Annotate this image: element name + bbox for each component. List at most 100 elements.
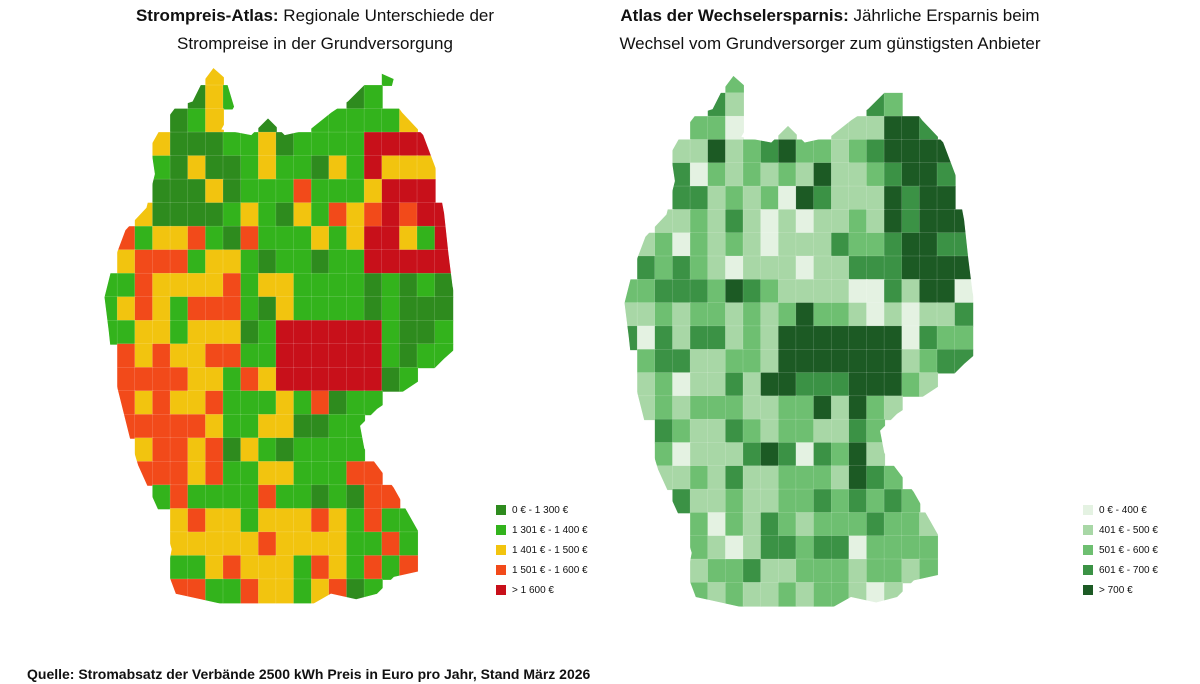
region-cell [222, 202, 242, 228]
region-cell [328, 367, 348, 392]
region-cell [346, 202, 366, 228]
region-cell [866, 442, 886, 467]
region-cell [883, 162, 903, 188]
region-cell [258, 202, 278, 228]
region-cell [363, 531, 383, 557]
region-cell [310, 367, 331, 392]
region-cell [848, 302, 868, 328]
region-cell [275, 531, 295, 557]
region-cell [725, 535, 745, 561]
region-cell [363, 131, 383, 157]
region-cell [954, 279, 974, 304]
region-cell [346, 437, 366, 463]
region-cell [134, 343, 154, 369]
region-cell [866, 372, 886, 398]
region-cell [848, 372, 868, 398]
region-cell [258, 437, 278, 463]
region-cell [169, 343, 189, 369]
region-cell [689, 139, 709, 164]
region-cell [866, 535, 886, 561]
region-cell [328, 202, 348, 228]
region-cell [901, 302, 921, 328]
region-cell [654, 279, 674, 304]
region-cell [707, 232, 727, 258]
region-cell [134, 202, 154, 228]
region-cell [725, 92, 745, 118]
region-cell [725, 255, 745, 281]
region-cell [434, 320, 454, 345]
region-cell [293, 367, 313, 392]
region-cell [725, 465, 745, 491]
region-cell [654, 255, 674, 281]
region-cell [169, 578, 189, 604]
region-cell [689, 535, 709, 561]
legend-swatch [496, 505, 506, 515]
region-cell [240, 414, 260, 440]
legend-entry: 1 501 € - 1 600 € [496, 560, 588, 580]
region-cell [795, 488, 815, 514]
region-cell [205, 461, 225, 487]
right-title-rest: Jährliche Ersparnis beim [848, 6, 1040, 25]
region-cell [152, 343, 172, 369]
region-cell [240, 531, 260, 557]
region-cell [381, 320, 401, 345]
region-cell [205, 84, 225, 110]
region-cell [275, 390, 295, 416]
region-cell [187, 108, 207, 134]
region-cell [813, 325, 833, 351]
region-cell [778, 349, 798, 374]
region-cell [725, 488, 745, 514]
region-cell [222, 343, 242, 369]
region-cell [636, 372, 656, 398]
region-cell [258, 178, 278, 204]
legend-entry: 501 € - 600 € [1083, 540, 1158, 560]
region-cell [381, 508, 401, 534]
region-cell [725, 75, 745, 95]
region-cell [363, 508, 383, 534]
region-cell [742, 442, 762, 467]
region-cell [848, 395, 868, 421]
region-cell [275, 155, 295, 181]
region-cell [240, 272, 260, 298]
region-cell [778, 418, 798, 444]
region-cell [936, 279, 956, 304]
region-cell [187, 484, 207, 510]
region-cell [363, 343, 383, 369]
region-cell [672, 465, 692, 491]
region-cell [742, 232, 762, 258]
region-cell [778, 302, 798, 328]
region-cell [346, 272, 366, 298]
region-cell [848, 279, 868, 304]
region-cell [795, 185, 815, 211]
legend-label: > 700 € [1099, 584, 1133, 596]
region-cell [416, 249, 436, 275]
region-cell [381, 131, 401, 157]
region-cell [381, 249, 401, 275]
region-cell [778, 115, 798, 141]
region-cell [134, 225, 154, 251]
region-cell [901, 115, 921, 141]
region-cell [778, 279, 798, 304]
region-cell [434, 202, 454, 228]
region-cell [954, 349, 974, 374]
region-cell [363, 249, 383, 275]
region-cell [363, 178, 383, 204]
region-cell [901, 162, 921, 188]
region-cell [116, 249, 136, 275]
region-cell [760, 279, 780, 304]
region-cell [205, 296, 225, 322]
region-cell [725, 302, 745, 328]
region-cell [954, 325, 974, 351]
region-cell [258, 249, 278, 275]
region-cell [795, 372, 815, 398]
legend-label: 1 401 € - 1 500 € [512, 544, 588, 556]
region-cell [760, 325, 780, 351]
region-cell [883, 349, 903, 374]
region-cell [742, 139, 762, 164]
legend-swatch [1083, 505, 1093, 515]
region-cell [636, 325, 656, 351]
region-cell [222, 461, 242, 487]
region-cell [258, 320, 278, 345]
region-cell [707, 279, 727, 304]
region-cell [222, 84, 242, 110]
